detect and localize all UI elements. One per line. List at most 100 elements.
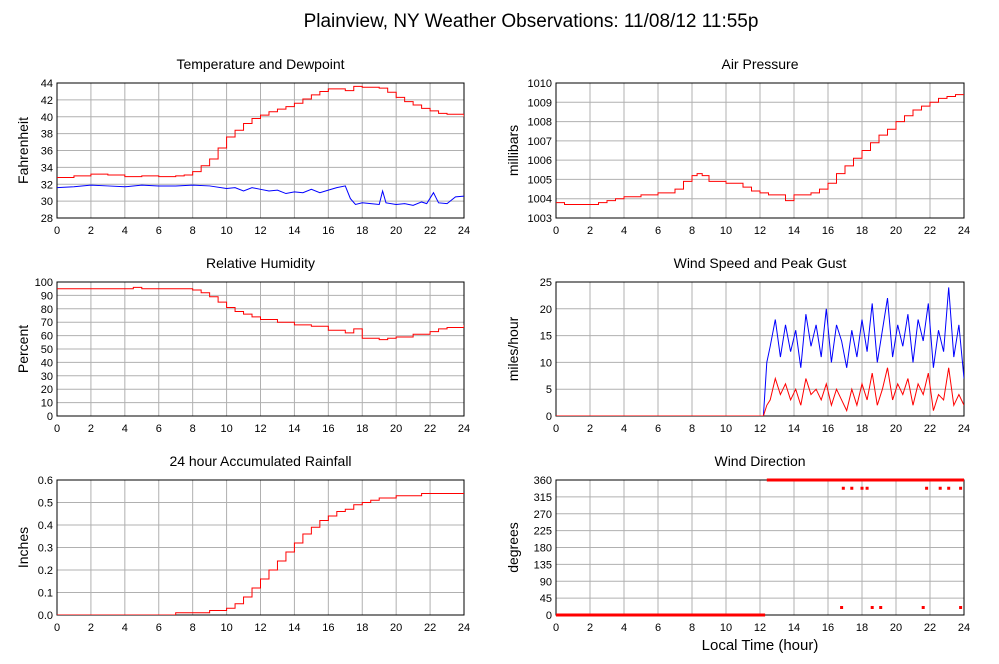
direction-point xyxy=(860,486,864,490)
y-axis-label: millibars xyxy=(505,125,521,176)
x-tick-label: 10 xyxy=(220,622,232,634)
y-tick-label: 0.0 xyxy=(38,610,53,622)
y-tick-label: 0.3 xyxy=(38,543,53,555)
y-tick-label: 70 xyxy=(41,317,53,329)
y-tick-label: 28 xyxy=(41,213,53,225)
x-tick-label: 2 xyxy=(88,622,94,634)
x-tick-label: 2 xyxy=(587,622,593,634)
y-tick-label: 0.1 xyxy=(38,588,53,600)
x-tick-label: 0 xyxy=(54,423,60,435)
x-tick-label: 22 xyxy=(924,225,936,237)
x-tick-label: 20 xyxy=(390,225,402,237)
x-tick-label: 4 xyxy=(122,622,128,634)
direction-point xyxy=(850,486,854,490)
x-tick-label: 24 xyxy=(458,622,470,634)
plot-frame xyxy=(555,82,965,219)
x-tick-label: 12 xyxy=(754,622,766,634)
y-tick-label: 1004 xyxy=(528,194,552,206)
y-tick-label: 360 xyxy=(534,475,552,487)
y-tick-label: 20 xyxy=(540,304,552,316)
chart-rain: 0 2 4 6 8 10 12 14 16 18 20 22 240.00.10.20.30.40.50… xyxy=(15,453,470,634)
x-tick-label: 4 xyxy=(122,423,128,435)
y-axis-label: miles/hour xyxy=(505,316,521,381)
x-tick-label: 8 xyxy=(190,225,196,237)
x-tick-label: 12 xyxy=(254,423,266,435)
x-tick-label: 8 xyxy=(689,225,695,237)
y-tick-label: 1007 xyxy=(528,136,552,148)
chart-humidity: 0 2 4 6 8 10 12 14 16 18 20 22 240102030405060708090… xyxy=(15,255,470,435)
x-tick-label: 22 xyxy=(424,622,436,634)
y-tick-label: 0.2 xyxy=(38,565,53,577)
x-tick-label: 10 xyxy=(720,225,732,237)
y-tick-label: 315 xyxy=(534,492,552,504)
direction-point xyxy=(870,606,874,609)
x-tick-label: 14 xyxy=(288,622,300,634)
x-tick-label: 24 xyxy=(958,423,970,435)
x-tick-label: 20 xyxy=(390,423,402,435)
series-line-red xyxy=(556,367,964,416)
y-axis-label: Fahrenheit xyxy=(15,117,31,184)
x-tick-label: 6 xyxy=(156,225,162,237)
x-tick-label: 0 xyxy=(54,225,60,237)
y-tick-label: 0.5 xyxy=(38,498,53,510)
x-tick-label: 4 xyxy=(621,225,627,237)
x-tick-label: 0 xyxy=(54,622,60,634)
series-line-red xyxy=(556,94,964,205)
x-tick-label: 20 xyxy=(890,622,902,634)
x-tick-label: 8 xyxy=(689,423,695,435)
x-tick-label: 16 xyxy=(322,622,334,634)
y-tick-label: 80 xyxy=(41,304,53,316)
direction-point xyxy=(947,486,951,490)
x-tick-label: 12 xyxy=(754,423,766,435)
series-line-blue xyxy=(556,287,964,416)
x-tick-label: 8 xyxy=(689,622,695,634)
y-tick-label: 30 xyxy=(41,196,53,208)
page-title: Plainview, NY Weather Observations: 11/0… xyxy=(304,11,759,32)
x-tick-label: 24 xyxy=(958,225,970,237)
x-tick-label: 10 xyxy=(720,622,732,634)
y-tick-label: 1010 xyxy=(528,78,552,90)
y-tick-label: 44 xyxy=(41,78,53,90)
x-tick-label: 12 xyxy=(254,225,266,237)
direction-point xyxy=(921,606,925,609)
y-axis-label: Inches xyxy=(15,527,31,568)
y-tick-label: 45 xyxy=(540,593,552,605)
x-tick-label: 14 xyxy=(288,225,300,237)
x-tick-label: 14 xyxy=(788,622,800,634)
x-tick-label: 16 xyxy=(822,622,834,634)
y-tick-label: 90 xyxy=(540,576,552,588)
y-tick-label: 20 xyxy=(41,384,53,396)
y-tick-label: 32 xyxy=(41,179,53,191)
y-tick-label: 180 xyxy=(534,543,552,555)
y-axis-label: degrees xyxy=(505,522,521,573)
x-axis-label: Local Time (hour) xyxy=(702,637,819,654)
direction-point xyxy=(959,486,963,490)
y-tick-label: 36 xyxy=(41,146,53,158)
y-tick-label: 40 xyxy=(41,112,53,124)
x-tick-label: 16 xyxy=(322,225,334,237)
x-tick-label: 0 xyxy=(553,622,559,634)
x-tick-label: 22 xyxy=(424,423,436,435)
x-tick-label: 18 xyxy=(356,622,368,634)
x-tick-label: 6 xyxy=(655,622,661,634)
y-tick-label: 5 xyxy=(546,384,552,396)
y-tick-label: 25 xyxy=(540,277,552,289)
y-tick-label: 30 xyxy=(41,371,53,383)
x-tick-label: 22 xyxy=(424,225,436,237)
x-tick-label: 6 xyxy=(655,225,661,237)
x-tick-label: 20 xyxy=(890,225,902,237)
plot-frame xyxy=(56,479,465,616)
x-tick-label: 14 xyxy=(788,225,800,237)
y-tick-label: 42 xyxy=(41,95,53,107)
chart-temp: 0 2 4 6 8 10 12 14 16 18 20 22 24283032343638404244T… xyxy=(15,56,470,237)
y-tick-label: 100 xyxy=(35,277,53,289)
x-tick-label: 18 xyxy=(856,225,868,237)
x-tick-label: 10 xyxy=(720,423,732,435)
x-tick-label: 16 xyxy=(822,225,834,237)
x-tick-label: 22 xyxy=(924,622,936,634)
direction-point xyxy=(925,486,929,490)
y-tick-label: 10 xyxy=(540,357,552,369)
x-tick-label: 4 xyxy=(122,225,128,237)
